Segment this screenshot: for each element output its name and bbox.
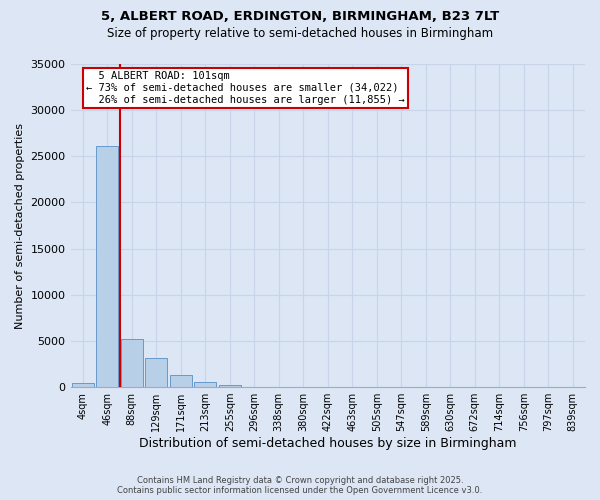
Text: 5, ALBERT ROAD, ERDINGTON, BIRMINGHAM, B23 7LT: 5, ALBERT ROAD, ERDINGTON, BIRMINGHAM, B…: [101, 10, 499, 23]
Bar: [170, 375, 192, 387]
Bar: [121, 339, 143, 387]
Bar: [72, 384, 94, 387]
Bar: [194, 382, 217, 387]
Text: Size of property relative to semi-detached houses in Birmingham: Size of property relative to semi-detach…: [107, 28, 493, 40]
Bar: [96, 146, 118, 387]
Y-axis label: Number of semi-detached properties: Number of semi-detached properties: [15, 122, 25, 328]
Text: 5 ALBERT ROAD: 101sqm
← 73% of semi-detached houses are smaller (34,022)
  26% o: 5 ALBERT ROAD: 101sqm ← 73% of semi-deta…: [86, 72, 405, 104]
Bar: [145, 358, 167, 387]
X-axis label: Distribution of semi-detached houses by size in Birmingham: Distribution of semi-detached houses by …: [139, 437, 517, 450]
Text: Contains HM Land Registry data © Crown copyright and database right 2025.
Contai: Contains HM Land Registry data © Crown c…: [118, 476, 482, 495]
Bar: [219, 385, 241, 387]
